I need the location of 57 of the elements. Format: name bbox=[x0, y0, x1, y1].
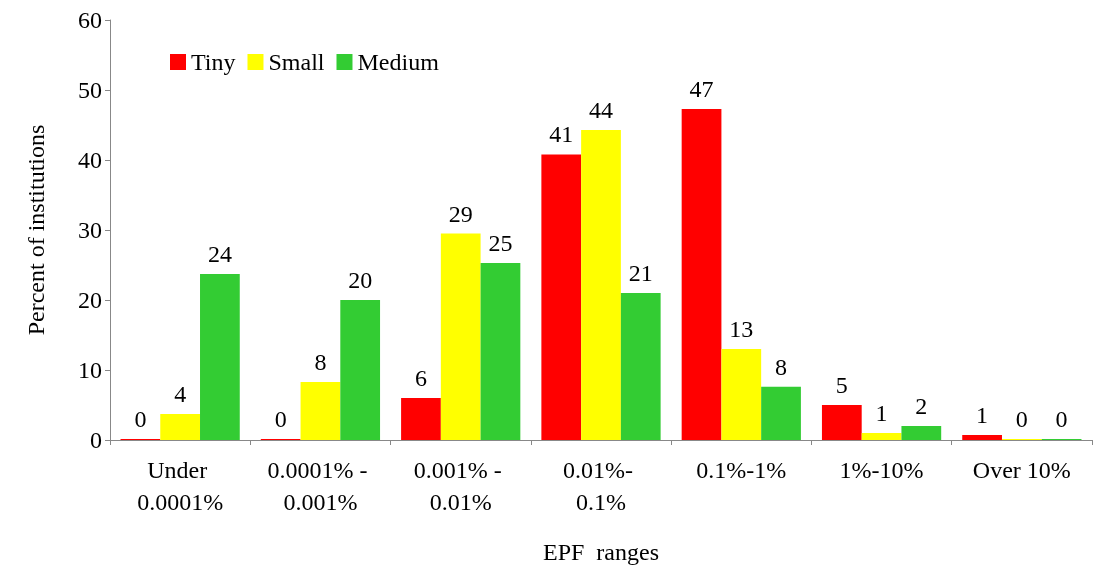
data-label: 6 bbox=[414, 365, 427, 391]
data-label: 29 bbox=[448, 200, 473, 227]
legend-label: Small bbox=[268, 49, 325, 75]
data-label: 8 bbox=[775, 353, 788, 380]
bar bbox=[901, 426, 942, 440]
bar bbox=[480, 262, 521, 440]
data-label: 0 bbox=[274, 406, 287, 432]
y-tick-label: 60 bbox=[78, 7, 102, 33]
data-label: 47 bbox=[689, 75, 714, 102]
bar bbox=[620, 293, 661, 440]
data-label: 44 bbox=[589, 96, 613, 123]
data-label: 5 bbox=[835, 372, 848, 398]
bar bbox=[581, 129, 621, 440]
x-tick-label: 0.0001% - 0.001% bbox=[267, 457, 374, 515]
data-label: 24 bbox=[207, 241, 232, 268]
y-axis-title: Percent of institutions bbox=[23, 124, 49, 336]
x-tick-label: Over 10% bbox=[972, 457, 1071, 483]
bar bbox=[681, 108, 722, 440]
x-tick-label: 0.1%-1% bbox=[696, 457, 787, 483]
legend-label: Tiny bbox=[191, 49, 236, 75]
x-axis-title: EPF ranges bbox=[543, 539, 659, 565]
data-label: 13 bbox=[729, 316, 754, 342]
bar bbox=[300, 381, 341, 440]
legend-label: Medium bbox=[357, 49, 440, 75]
bar bbox=[721, 349, 762, 440]
data-label: 21 bbox=[628, 260, 653, 286]
y-tick-label: 40 bbox=[78, 147, 102, 173]
data-label: 8 bbox=[314, 348, 327, 375]
bar bbox=[160, 414, 201, 440]
data-label: 20 bbox=[348, 267, 373, 293]
y-tick-label: 30 bbox=[78, 217, 102, 243]
bar bbox=[861, 433, 902, 440]
data-label: 0 bbox=[1055, 406, 1068, 432]
data-label: 41 bbox=[549, 121, 574, 148]
bar bbox=[541, 154, 582, 440]
data-label: 1 bbox=[976, 402, 989, 429]
x-tick-label: 0.001% - 0.01% bbox=[413, 457, 508, 515]
bar bbox=[821, 405, 862, 440]
bar bbox=[401, 398, 441, 440]
y-tick-label: 0 bbox=[90, 427, 102, 453]
data-label: 4 bbox=[174, 381, 187, 408]
x-tick-label: 0.01%- 0.1% bbox=[563, 457, 639, 515]
y-tick-label: 50 bbox=[78, 77, 102, 103]
data-label: 1 bbox=[875, 400, 888, 426]
x-tick-label: Under 0.0001% bbox=[137, 457, 224, 515]
data-label: 0 bbox=[1015, 406, 1028, 432]
y-tick-label: 10 bbox=[78, 357, 102, 383]
data-label: 25 bbox=[488, 229, 513, 256]
data-label: 0 bbox=[134, 406, 147, 432]
data-label: 2 bbox=[915, 393, 928, 419]
bar bbox=[761, 386, 801, 440]
x-tick-label: 1%-10% bbox=[839, 457, 924, 483]
bar bbox=[440, 233, 481, 440]
bar bbox=[340, 300, 381, 440]
bar bbox=[962, 435, 1002, 440]
y-tick-label: 20 bbox=[78, 287, 102, 313]
bar bbox=[200, 274, 240, 440]
